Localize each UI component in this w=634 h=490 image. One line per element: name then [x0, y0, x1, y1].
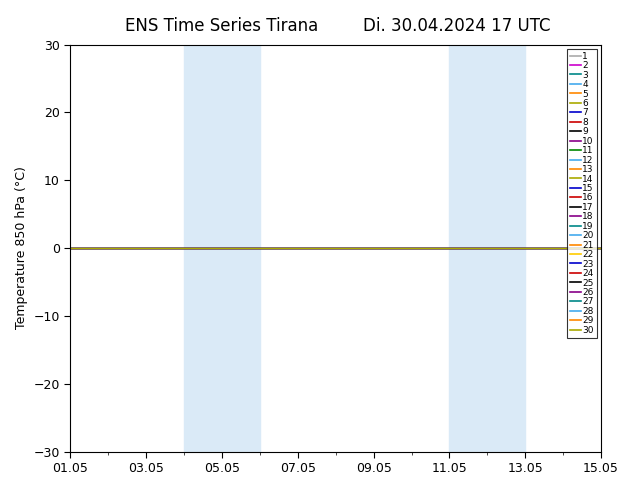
- Text: ENS Time Series Tirana: ENS Time Series Tirana: [126, 17, 318, 35]
- Y-axis label: Temperature 850 hPa (°C): Temperature 850 hPa (°C): [15, 167, 28, 329]
- Bar: [184, 45, 260, 452]
- Text: Di. 30.04.2024 17 UTC: Di. 30.04.2024 17 UTC: [363, 17, 550, 35]
- Bar: [450, 45, 525, 452]
- Legend: 1, 2, 3, 4, 5, 6, 7, 8, 9, 10, 11, 12, 13, 14, 15, 16, 17, 18, 19, 20, 21, 22, 2: 1, 2, 3, 4, 5, 6, 7, 8, 9, 10, 11, 12, 1…: [567, 49, 597, 338]
